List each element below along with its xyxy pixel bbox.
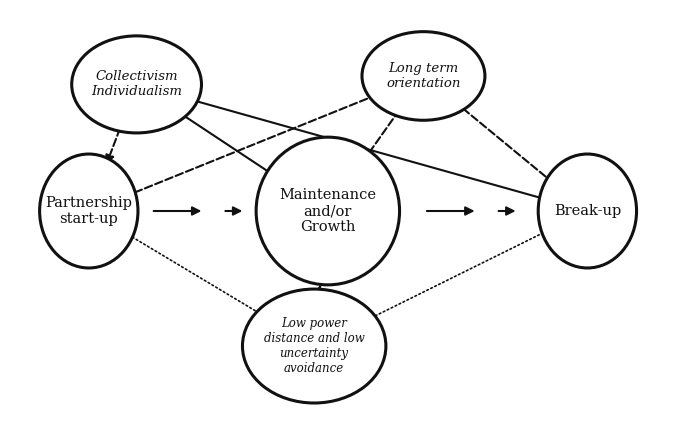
Text: Partnership
start-up: Partnership start-up bbox=[45, 196, 133, 226]
Ellipse shape bbox=[40, 154, 138, 268]
Text: Long term
orientation: Long term orientation bbox=[387, 62, 460, 90]
Text: Maintenance
and/or
Growth: Maintenance and/or Growth bbox=[279, 188, 376, 234]
Ellipse shape bbox=[538, 154, 637, 268]
Text: Break-up: Break-up bbox=[554, 204, 621, 218]
Text: Collectivism
Individualism: Collectivism Individualism bbox=[91, 70, 182, 98]
Ellipse shape bbox=[242, 289, 386, 403]
Ellipse shape bbox=[362, 32, 485, 120]
Ellipse shape bbox=[256, 137, 400, 285]
Ellipse shape bbox=[72, 36, 201, 133]
Text: Low power
distance and low
uncertainty
avoidance: Low power distance and low uncertainty a… bbox=[264, 317, 365, 375]
